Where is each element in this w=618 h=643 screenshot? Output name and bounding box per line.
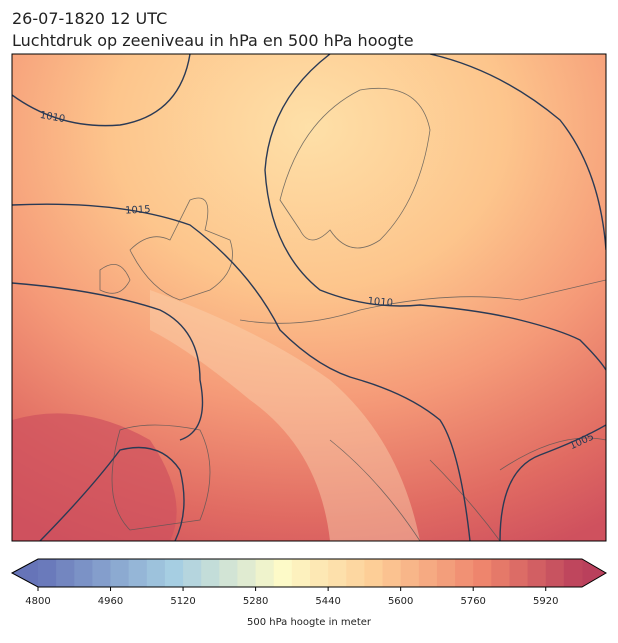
isobar-label: 1015: [125, 204, 151, 216]
colorbar-segment: [164, 559, 184, 587]
title-line1: 26-07-1820 12 UTC: [12, 9, 167, 28]
map-frame: [11, 53, 607, 542]
colorbar-segment: [418, 559, 438, 587]
isobar: [499, 424, 606, 541]
colorbar-tick-label: 5920: [533, 596, 558, 607]
isobar: [12, 282, 204, 441]
isobar-label: 1010: [367, 296, 393, 309]
colorbar-segment: [219, 559, 238, 587]
isobar: [12, 54, 191, 127]
colorbar-segment: [455, 559, 474, 587]
colorbar-segment: [491, 559, 510, 587]
coastline: [279, 87, 431, 249]
isobar: [12, 203, 471, 541]
colorbar-tick-label: 4800: [25, 596, 50, 607]
coastline: [99, 263, 131, 294]
colorbar-segment: [56, 559, 75, 587]
isobar: [264, 54, 606, 371]
colorbar-segment: [273, 559, 293, 587]
colorbar-segment: [183, 559, 202, 587]
colorbar-segment: [255, 559, 275, 587]
isobar-label: 1010: [39, 110, 66, 125]
colorbar-tick-label: 5440: [315, 596, 340, 607]
colorbar-extend: [12, 559, 38, 587]
colorbar-segment: [74, 559, 93, 587]
isobar: [39, 446, 185, 541]
colorbar-segment: [237, 559, 257, 587]
colorbar-segment: [128, 559, 148, 587]
colorbar-segment: [563, 559, 583, 587]
map: 1010 1015 1010 1005: [12, 54, 606, 541]
colorbar-tick-label: 5600: [388, 596, 413, 607]
height-band: [12, 413, 177, 541]
colorbar-segment: [110, 559, 130, 587]
colorbar-extend: [582, 559, 606, 587]
colorbar-segment: [527, 559, 547, 587]
coastline: [239, 279, 606, 324]
colorbar-tick-label: 4960: [98, 596, 123, 607]
colorbar-segment: [346, 559, 365, 587]
colorbar-segment: [436, 559, 456, 587]
colorbar-segment: [92, 559, 112, 587]
colorbar-segment: [310, 559, 329, 587]
colorbar-tick-label: 5120: [170, 596, 195, 607]
isobar: [429, 54, 606, 251]
colorbar-segment: [291, 559, 311, 587]
title-line2: Luchtdruk op zeeniveau in hPa en 500 hPa…: [12, 31, 414, 50]
colorbar-tick-label: 5760: [460, 596, 485, 607]
height-band: [150, 290, 420, 541]
colorbar-tick-label: 5280: [243, 596, 268, 607]
colorbar-segment: [382, 559, 402, 587]
colorbar-segment: [146, 559, 166, 587]
colorbar-label: 500 hPa hoogte in meter: [247, 617, 372, 628]
colorbar-segment: [400, 559, 420, 587]
coastline: [129, 197, 233, 301]
colorbar: 4800 4960 5120 5280 5440 5600 5760 5920: [10, 558, 607, 607]
colorbar-segment: [201, 559, 220, 587]
colorbar-segment: [364, 559, 384, 587]
colorbar-segment: [545, 559, 565, 587]
colorbar-segment: [38, 559, 57, 587]
coastline: [111, 424, 211, 531]
colorbar-segment: [328, 559, 347, 587]
colorbar-segment: [509, 559, 529, 587]
colorbar-segment: [473, 559, 492, 587]
coastline: [329, 437, 606, 541]
